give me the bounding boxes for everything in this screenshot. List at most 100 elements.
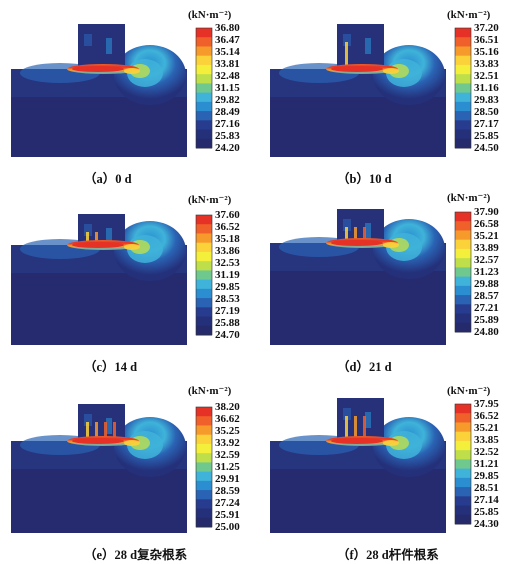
colorbar-segment-f bbox=[455, 496, 471, 507]
colorbar-tick-label-e: 27.24 bbox=[215, 497, 240, 509]
colorbar-tick-label-d: 26.58 bbox=[474, 218, 499, 230]
colorbar-tick-label-f: 33.85 bbox=[474, 434, 499, 446]
contact-band-core-f bbox=[331, 438, 383, 444]
colorbar-segment-d bbox=[455, 295, 471, 305]
colorbar-tick-label-c: 27.19 bbox=[215, 305, 240, 317]
pier-speckle-left-c bbox=[84, 224, 92, 236]
colorbar-segment-d bbox=[455, 322, 471, 333]
root-streak-b bbox=[345, 42, 348, 73]
colorbar-tick-label-c: 37.60 bbox=[215, 209, 240, 221]
contact-band-tail-e bbox=[124, 440, 140, 446]
colorbar-tick-label-c: 36.52 bbox=[215, 221, 240, 233]
colorbar-segment-c bbox=[196, 279, 212, 290]
colorbar-tick-label-b: 29.83 bbox=[474, 94, 499, 106]
colorbar-segment-a bbox=[196, 37, 212, 47]
colorbar-tick-label-a: 33.81 bbox=[215, 58, 240, 70]
colorbar-tick-label-d: 32.57 bbox=[474, 254, 499, 266]
root-streak-e bbox=[113, 422, 116, 445]
colorbar-segment-a bbox=[196, 92, 212, 103]
colorbar-tick-label-b: 33.83 bbox=[474, 58, 499, 70]
colorbar-tick-label-c: 29.85 bbox=[215, 281, 240, 293]
colorbar-tick-label-a: 29.82 bbox=[215, 94, 240, 106]
colorbar-tick-label-f: 29.85 bbox=[474, 470, 499, 482]
pier-speckle-right-d bbox=[365, 223, 371, 239]
colorbar-frame-c bbox=[195, 214, 213, 336]
colorbar-tick-label-a: 32.48 bbox=[215, 70, 240, 82]
colorbar-segment-b bbox=[455, 83, 471, 94]
contact-band-core-c bbox=[72, 242, 124, 248]
colorbar-segment-c bbox=[196, 233, 212, 244]
colorbar-segment-e bbox=[196, 416, 212, 426]
colorbar-tick-label-f: 35.21 bbox=[474, 422, 499, 434]
colorbar-segment-c bbox=[196, 261, 212, 271]
colorbar-segment-c bbox=[196, 215, 212, 225]
root-streak-d bbox=[363, 227, 366, 247]
colorbar-segment-f bbox=[455, 413, 471, 423]
caption-f: （f）28 d杆件根系 bbox=[337, 548, 439, 562]
pier-speckle-right-f bbox=[365, 412, 371, 428]
colorbar-segment-b bbox=[455, 101, 471, 112]
contour-panel-e: (kN·m⁻²) 38.20 36.62 35.25 33.92 32.59 31.25 2… bbox=[0, 376, 259, 564]
colorbar-segment-d bbox=[455, 258, 471, 268]
colorbar-segment-e bbox=[196, 453, 212, 463]
contour-plot-a bbox=[11, 24, 213, 157]
contour-plot-d bbox=[270, 209, 472, 345]
colorbar-tick-label-a: 24.20 bbox=[215, 142, 240, 154]
colorbar-segment-a bbox=[196, 55, 212, 66]
colorbar-segment-f bbox=[455, 404, 471, 414]
caption-c: （c）14 d bbox=[84, 360, 138, 374]
colorbar-segment-a bbox=[196, 74, 212, 84]
colorbar-segment-e bbox=[196, 434, 212, 445]
contact-band-tail-f bbox=[383, 440, 399, 446]
contact-band-tail-d bbox=[383, 242, 399, 248]
colorbar-segment-e bbox=[196, 508, 212, 519]
colorbar-segment-e bbox=[196, 462, 212, 473]
pier-speckle-right-a bbox=[106, 38, 112, 54]
unit-label-c: (kN·m⁻²) bbox=[188, 194, 232, 206]
colorbar-segment-d bbox=[455, 248, 471, 259]
colorbar-segment-e bbox=[196, 490, 212, 500]
contour-panel-c: (kN·m⁻²) 37.60 36.52 35.18 33.86 32.53 31.19 2… bbox=[0, 188, 259, 376]
colorbar-tick-label-e: 32.59 bbox=[215, 449, 240, 461]
colorbar-tick-label-d: 37.90 bbox=[474, 206, 499, 218]
caption-e: （e）28 d复杂根系 bbox=[84, 548, 188, 562]
colorbar-segment-e bbox=[196, 517, 212, 528]
root-streak-e bbox=[104, 422, 107, 445]
colorbar-tick-label-e: 25.91 bbox=[215, 509, 240, 521]
colorbar-tick-label-e: 35.25 bbox=[215, 425, 240, 437]
pier-speckle-left-d bbox=[343, 219, 351, 231]
colorbar-tick-label-a: 31.15 bbox=[215, 82, 240, 94]
colorbar-tick-label-b: 37.20 bbox=[474, 22, 499, 34]
colorbar-tick-label-b: 27.17 bbox=[474, 118, 499, 130]
contour-panel-f: (kN·m⁻²) 37.95 36.52 35.21 33.85 32.52 31.21 2… bbox=[259, 376, 518, 564]
colorbar-tick-label-f: 37.95 bbox=[474, 398, 499, 410]
colorbar-segment-c bbox=[196, 242, 212, 253]
colorbar-frame-d bbox=[454, 211, 472, 333]
colorbar-tick-label-a: 25.83 bbox=[215, 130, 240, 142]
colorbar-segment-e bbox=[196, 443, 212, 454]
colorbar-segment-b bbox=[455, 138, 471, 149]
root-streak-e bbox=[86, 422, 89, 445]
contact-band-tail-a bbox=[124, 68, 140, 74]
colorbar-tick-label-a: 36.80 bbox=[215, 22, 240, 34]
colorbar-segment-f bbox=[455, 477, 471, 488]
colorbar-segment-d bbox=[455, 221, 471, 231]
colorbar-tick-label-d: 25.89 bbox=[474, 314, 499, 326]
unit-label-d: (kN·m⁻²) bbox=[447, 192, 491, 204]
pier-speckle-right-e bbox=[106, 418, 112, 434]
colorbar-segment-a bbox=[196, 64, 212, 75]
colorbar-segment-d bbox=[455, 304, 471, 315]
colorbar-segment-c bbox=[196, 307, 212, 318]
colorbar-tick-label-e: 28.59 bbox=[215, 485, 240, 497]
colorbar-tick-label-e: 38.20 bbox=[215, 401, 240, 413]
root-streak-f bbox=[354, 416, 357, 445]
colorbar-segment-b bbox=[455, 129, 471, 140]
colorbar-segment-b bbox=[455, 55, 471, 66]
colorbar-segment-a bbox=[196, 120, 212, 131]
caption-d: （d）21 d bbox=[337, 360, 392, 374]
colorbar-tick-label-e: 25.00 bbox=[215, 521, 240, 533]
colorbar-frame-e bbox=[195, 406, 213, 528]
colorbar-tick-label-e: 29.91 bbox=[215, 473, 240, 485]
contact-band-core-d bbox=[331, 240, 383, 246]
contour-plot-f bbox=[270, 398, 472, 533]
